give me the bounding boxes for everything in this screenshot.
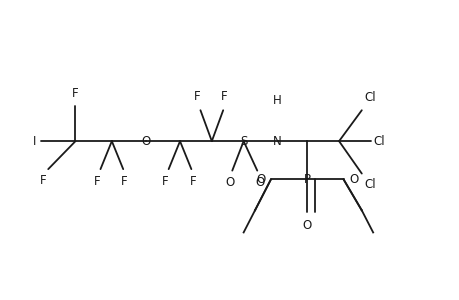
Text: F: F (221, 90, 227, 103)
Text: N: N (273, 135, 281, 148)
Text: Cl: Cl (363, 178, 375, 191)
Text: O: O (348, 173, 358, 186)
Text: F: F (162, 175, 168, 188)
Text: P: P (303, 173, 310, 186)
Text: F: F (121, 175, 128, 188)
Text: O: O (141, 135, 150, 148)
Text: H: H (273, 94, 281, 107)
Text: S: S (240, 135, 247, 148)
Text: Cl: Cl (363, 92, 375, 104)
Text: O: O (225, 176, 234, 190)
Text: F: F (189, 175, 196, 188)
Text: I: I (33, 135, 36, 148)
Text: F: F (194, 90, 200, 103)
Text: O: O (302, 219, 311, 232)
Text: F: F (39, 174, 46, 187)
Text: Cl: Cl (372, 135, 384, 148)
Text: O: O (256, 173, 265, 186)
Text: F: F (72, 87, 78, 100)
Text: F: F (94, 175, 101, 188)
Text: O: O (254, 176, 263, 190)
